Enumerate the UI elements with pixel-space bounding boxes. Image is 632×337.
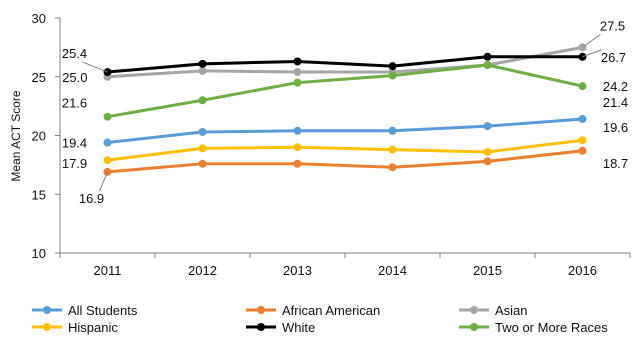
y-tick-label: 20 <box>32 129 46 144</box>
data-label: 16.9 <box>79 191 104 206</box>
data-label: 25.0 <box>62 70 87 85</box>
data-point <box>103 138 112 147</box>
data-point <box>293 78 302 87</box>
x-tick-label: 2012 <box>188 263 217 278</box>
legend-label: Two or More Races <box>495 320 608 335</box>
data-point <box>293 57 302 66</box>
data-label: 26.7 <box>601 50 626 65</box>
leader-line <box>582 33 601 48</box>
legend-label: All Students <box>68 303 138 318</box>
legend-label: African American <box>282 303 380 318</box>
data-point <box>103 156 112 165</box>
axes <box>55 17 631 258</box>
data-point <box>483 52 492 61</box>
data-point <box>483 122 492 131</box>
data-point <box>388 163 397 172</box>
x-tick-label: 2015 <box>473 263 502 278</box>
legend-label: Asian <box>495 303 528 318</box>
legend-label: White <box>282 320 315 335</box>
data-point <box>388 126 397 135</box>
series-line-2 <box>107 45 583 79</box>
y-tick-label: 15 <box>32 187 46 202</box>
x-tick-label: 2011 <box>94 263 122 278</box>
x-tick-label: 2016 <box>568 263 597 278</box>
data-point <box>578 115 587 124</box>
data-label: 21.6 <box>62 96 87 111</box>
data-point <box>578 146 587 155</box>
series-lines <box>103 43 587 176</box>
x-tick-labels: 2011 2012 2013 2014 2015 2016 <box>94 263 597 278</box>
data-point <box>198 127 207 136</box>
x-tick-label: 2014 <box>378 263 407 278</box>
data-point <box>483 157 492 166</box>
series-line-3 <box>107 138 583 162</box>
data-point <box>388 71 397 80</box>
legend-marker <box>470 306 478 314</box>
data-point <box>388 62 397 71</box>
data-label: 25.4 <box>62 46 87 61</box>
y-tick-label: 30 <box>32 11 46 26</box>
data-point <box>578 82 587 91</box>
leader-line <box>582 49 602 58</box>
legend-marker <box>43 306 51 314</box>
data-point <box>198 66 207 75</box>
y-axis-label: Mean ACT Score <box>9 90 23 181</box>
legend-marker <box>257 323 265 331</box>
series-line-1 <box>107 149 583 174</box>
data-point <box>198 144 207 153</box>
data-point <box>293 68 302 77</box>
data-label: 18.7 <box>603 156 628 171</box>
data-point <box>388 145 397 154</box>
legend-marker <box>470 323 478 331</box>
data-point <box>293 143 302 152</box>
legend-marker <box>257 306 265 314</box>
data-label: 19.6 <box>603 120 628 135</box>
data-point <box>103 112 112 121</box>
data-label: 19.4 <box>62 136 87 151</box>
data-point <box>293 159 302 168</box>
legend-marker <box>43 323 51 331</box>
data-labels: 25.4 25.0 21.6 19.4 17.9 16.9 27.5 26.7 24.221.4… <box>62 18 628 206</box>
data-label: 17.9 <box>62 156 87 171</box>
leader-line <box>99 171 108 192</box>
data-point <box>483 147 492 156</box>
data-point <box>483 61 492 69</box>
data-point <box>198 159 207 168</box>
data-point <box>198 59 207 68</box>
series-line-5 <box>107 63 583 119</box>
y-tick-label: 25 <box>32 70 46 85</box>
y-tick-label: 10 <box>32 246 46 261</box>
leader-line <box>82 61 108 73</box>
data-point <box>198 96 207 105</box>
data-label: 21.4 <box>603 95 628 110</box>
series-line-0 <box>107 117 583 145</box>
x-tick-label: 2013 <box>283 263 312 278</box>
legend: All Students African American Asian Hispani… <box>32 303 608 335</box>
series-line-4 <box>107 55 583 74</box>
data-label: 27.5 <box>600 18 625 33</box>
data-point <box>293 126 302 135</box>
y-tick-labels: 10 15 20 25 30 <box>32 11 46 261</box>
data-label: 24.2 <box>603 79 628 94</box>
legend-label: Hispanic <box>68 320 118 335</box>
data-point <box>578 136 587 145</box>
